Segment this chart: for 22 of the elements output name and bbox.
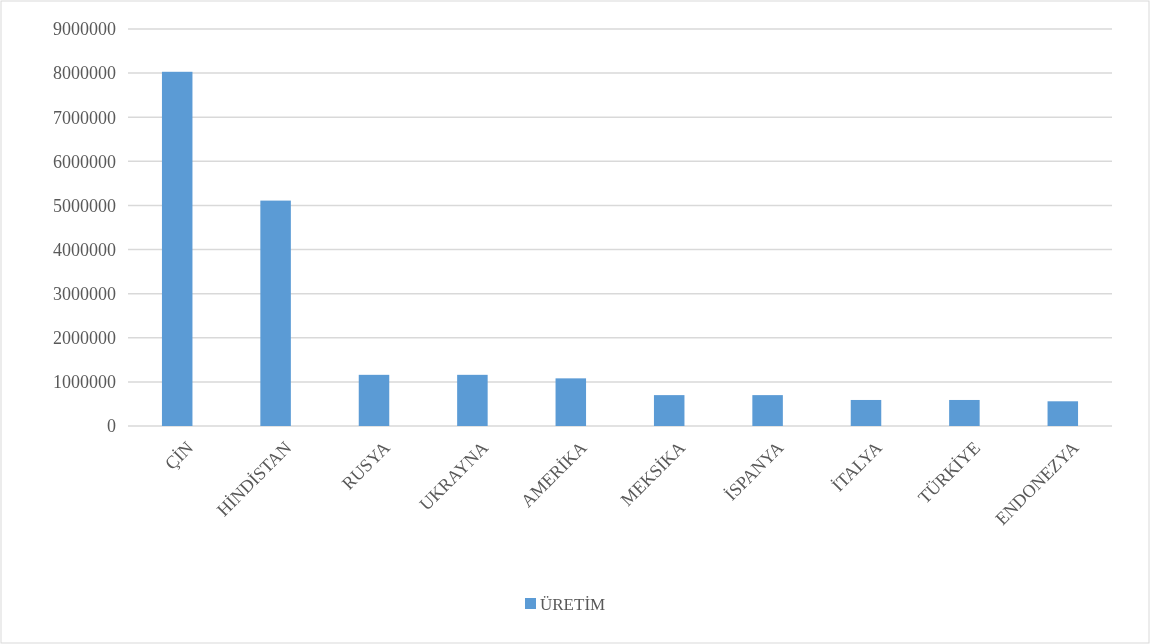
bar bbox=[752, 395, 783, 426]
y-tick-label: 7000000 bbox=[53, 107, 116, 128]
bar bbox=[850, 399, 882, 426]
y-tick-label: 0 bbox=[107, 416, 116, 437]
bar bbox=[1047, 401, 1079, 426]
y-tick-label: 9000000 bbox=[53, 19, 116, 40]
bar bbox=[260, 200, 291, 426]
x-tick-label: ÇİN bbox=[160, 437, 197, 474]
bar bbox=[653, 395, 685, 426]
bar bbox=[555, 378, 587, 426]
bar bbox=[358, 374, 390, 426]
y-tick-label: 8000000 bbox=[53, 63, 116, 84]
bar bbox=[457, 374, 488, 426]
y-tick-label: 2000000 bbox=[53, 328, 116, 349]
y-tick-label: 6000000 bbox=[53, 151, 116, 172]
bar bbox=[161, 71, 193, 426]
y-tick-label: 3000000 bbox=[53, 283, 116, 304]
legend-label: ÜRETİM bbox=[540, 594, 606, 614]
y-tick-label: 5000000 bbox=[53, 195, 116, 216]
bar bbox=[949, 399, 980, 426]
y-tick-label: 1000000 bbox=[53, 372, 116, 393]
y-tick-label: 4000000 bbox=[53, 239, 116, 260]
